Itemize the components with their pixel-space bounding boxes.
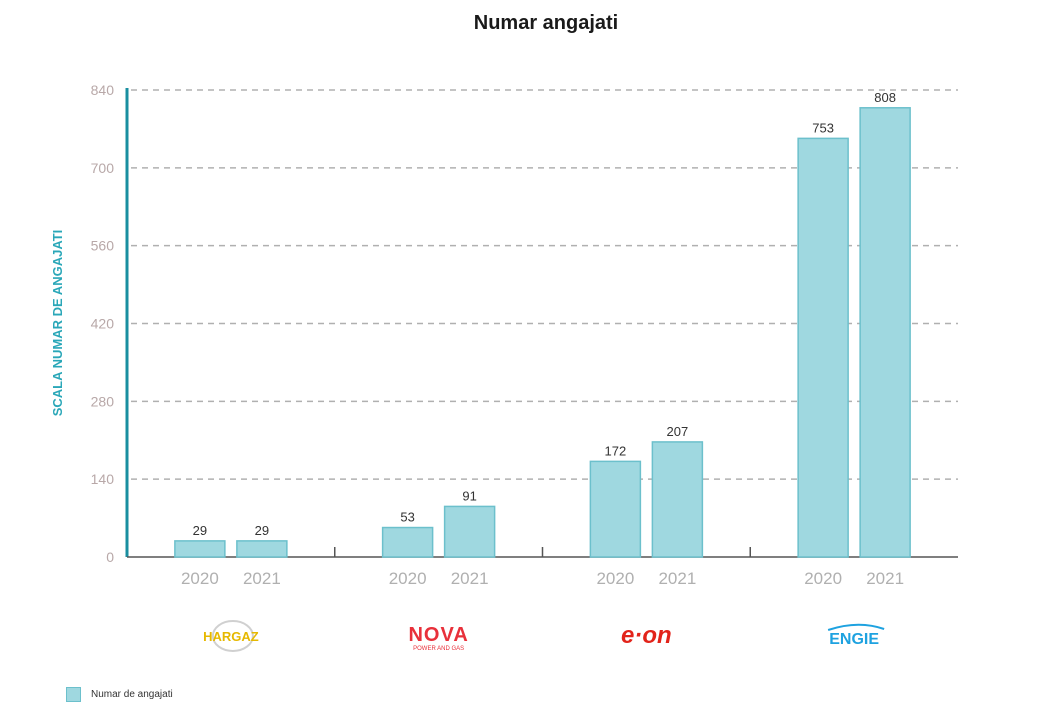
x-tick-label: 2020 xyxy=(596,569,634,588)
data-label: 808 xyxy=(874,90,896,105)
chart-title: Numar angajati xyxy=(473,12,619,34)
x-tick-label: 2020 xyxy=(804,569,842,588)
y-tick-label: 0 xyxy=(106,549,114,565)
data-label: 91 xyxy=(462,488,476,503)
company-logo-eon: e·on xyxy=(621,622,672,649)
bar xyxy=(651,441,704,558)
y-tick-label: 420 xyxy=(91,316,115,332)
engie-logo-arc xyxy=(827,623,885,631)
y-tick-label: 840 xyxy=(91,82,115,98)
company-logo-hargaz: HARGAZ xyxy=(203,629,259,644)
x-tick-label: 2021 xyxy=(658,569,696,588)
bar xyxy=(381,526,434,558)
y-tick-label: 560 xyxy=(91,238,115,254)
x-tick-label: 2020 xyxy=(389,569,427,588)
x-tick-label: 2021 xyxy=(243,569,281,588)
data-label: 172 xyxy=(605,443,627,458)
hargaz-logo-ring xyxy=(211,620,254,652)
company-logo-nova-subtitle: POWER AND GAS xyxy=(413,646,464,652)
x-tick-label: 2021 xyxy=(451,569,489,588)
data-label: 753 xyxy=(812,120,834,135)
company-logo-engie: ENGIE xyxy=(829,631,879,648)
bar xyxy=(174,540,226,558)
data-label: 207 xyxy=(667,424,689,439)
legend-swatch xyxy=(66,687,81,702)
y-tick-label: 280 xyxy=(91,393,115,409)
x-tick-label: 2020 xyxy=(181,569,219,588)
y-tick-label: 700 xyxy=(91,160,115,176)
company-logo-nova: NOVA xyxy=(408,624,468,646)
data-label: 29 xyxy=(255,523,269,538)
bar xyxy=(443,505,496,558)
bar xyxy=(589,460,642,558)
y-tick-label: 140 xyxy=(91,471,115,487)
x-tick-label: 2021 xyxy=(866,569,904,588)
legend: Numar de angajati xyxy=(66,687,173,702)
bar xyxy=(797,137,849,558)
data-label: 53 xyxy=(400,510,414,525)
legend-label: Numar de angajati xyxy=(91,689,173,700)
bar xyxy=(859,107,911,558)
bar-chart: 0 140 280 420 560 700 840 SCALA NUMAR DE ANGAJA… xyxy=(50,82,958,652)
bar xyxy=(236,540,288,558)
data-label: 29 xyxy=(193,523,207,538)
y-axis-title: SCALA NUMAR DE ANGAJATI xyxy=(50,230,65,417)
